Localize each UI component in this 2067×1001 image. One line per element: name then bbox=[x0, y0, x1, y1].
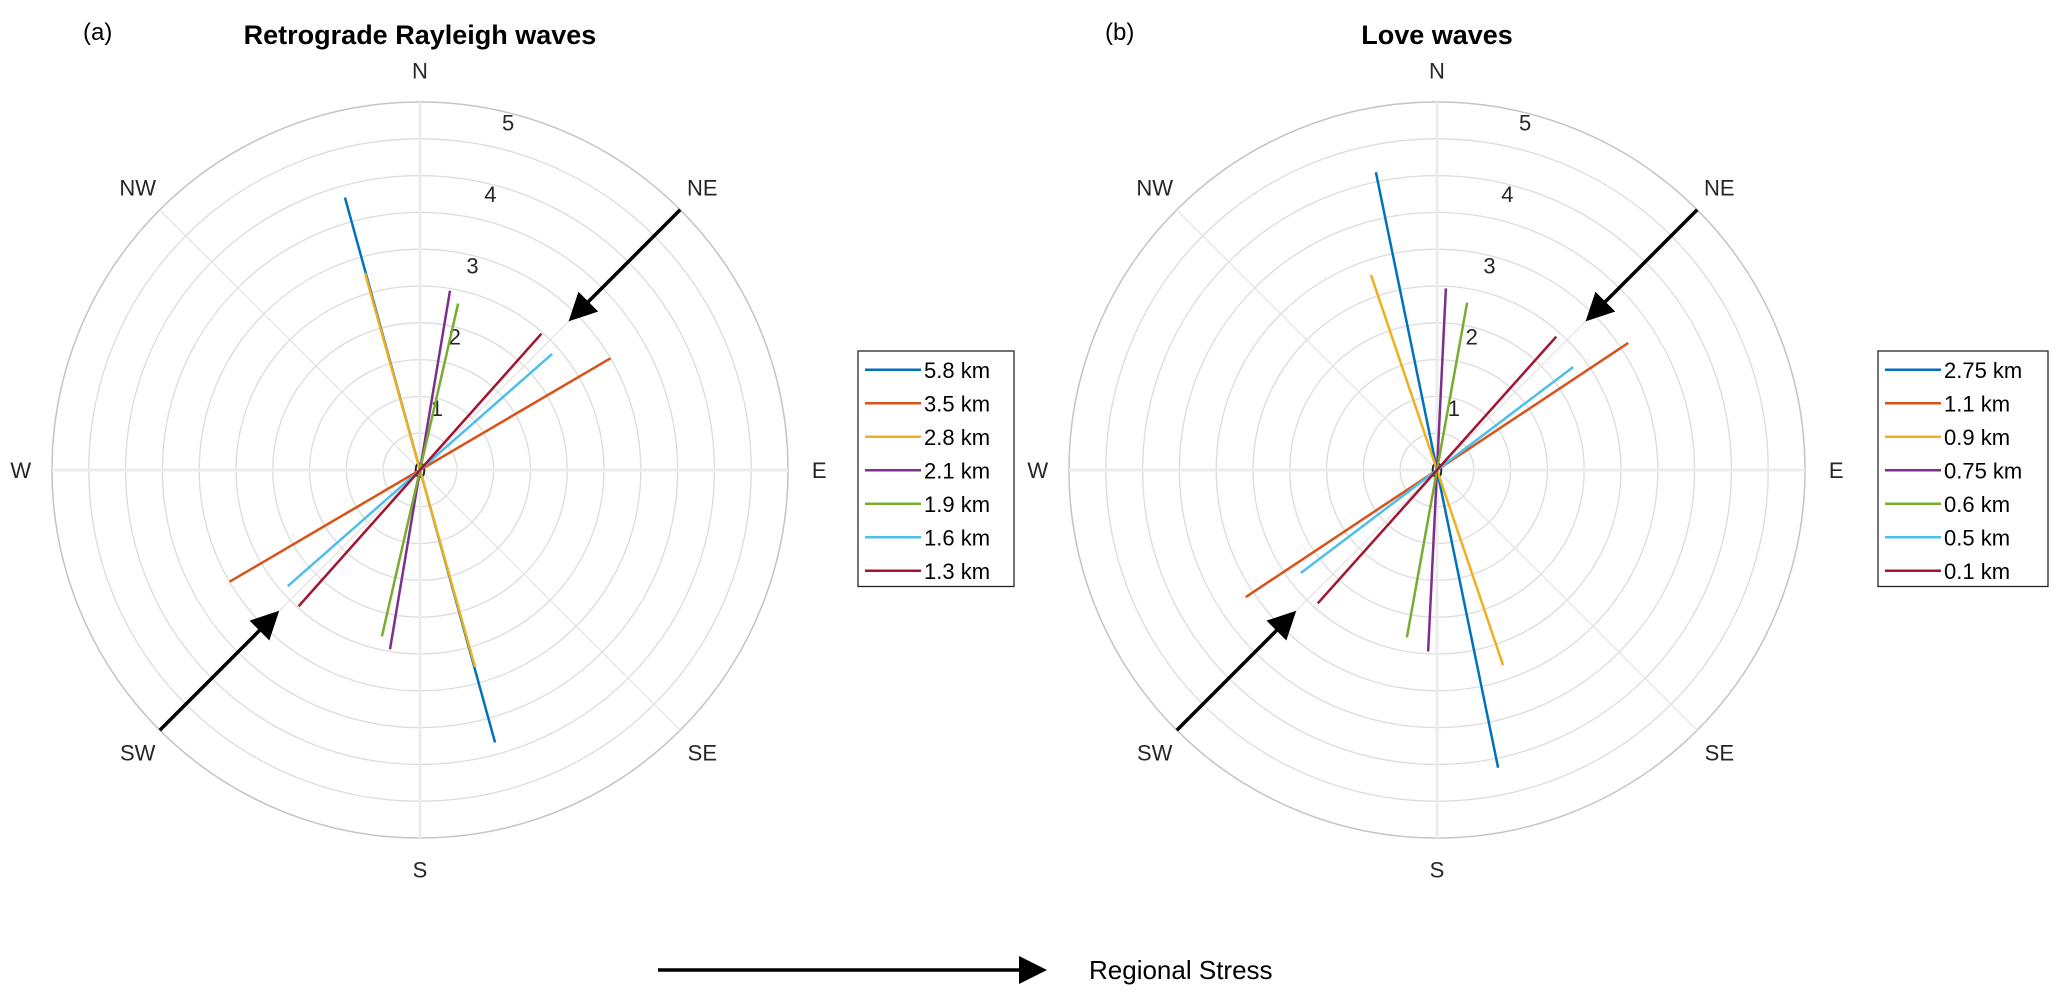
legend-entry: 1.6 km bbox=[924, 525, 990, 550]
direction-label: SW bbox=[1137, 740, 1173, 765]
direction-label: N bbox=[1429, 59, 1445, 84]
legend-entry: 2.75 km bbox=[1944, 358, 2022, 383]
series-line-1_3-km bbox=[297, 332, 543, 608]
stress-arrow bbox=[158, 610, 280, 732]
legend-entry: 2.8 km bbox=[924, 425, 990, 450]
direction-label: E bbox=[812, 458, 827, 483]
r-tick-label: 1 bbox=[1448, 396, 1460, 421]
legend-entry: 0.75 km bbox=[1944, 458, 2022, 483]
panel-label: (a) bbox=[83, 19, 112, 46]
legend-box bbox=[857, 350, 1015, 588]
r-tick-label: 5 bbox=[502, 111, 514, 136]
r-tick-label: 4 bbox=[484, 182, 496, 207]
r-tick-label: 4 bbox=[1501, 182, 1513, 207]
legend: 2.75 km 1.1 km 0.9 km 0.75 km 0.6 km 0.5 km 0.… bbox=[1877, 350, 2049, 588]
legend-entry: 0.5 km bbox=[1944, 525, 2010, 550]
direction-label: N bbox=[412, 59, 428, 84]
grid-spoke bbox=[159, 209, 421, 471]
direction-label: NE bbox=[687, 176, 718, 201]
grid-spoke bbox=[1436, 469, 1698, 731]
series-line-0_1-km bbox=[1316, 335, 1558, 605]
legend-entry: 5.8 km bbox=[924, 358, 990, 383]
direction-label: S bbox=[1430, 857, 1445, 882]
footer-legend: Regional Stress bbox=[658, 955, 1273, 985]
legend-box bbox=[1877, 350, 2049, 588]
legend-entry: 0.9 km bbox=[1944, 425, 2010, 450]
r-tick-label: 3 bbox=[466, 253, 478, 278]
panel-a-rayleigh: (a) Retrograde Rayleigh waves N NE E SE S SW W NW… bbox=[10, 19, 1015, 882]
legend-entry: 2.1 km bbox=[924, 458, 990, 483]
direction-label: W bbox=[1027, 458, 1048, 483]
regional-stress-label: Regional Stress bbox=[1089, 955, 1273, 985]
direction-label: SW bbox=[120, 740, 156, 765]
direction-label: NW bbox=[1136, 176, 1173, 201]
r-tick-label: 5 bbox=[1519, 111, 1531, 136]
direction-label: SE bbox=[1705, 740, 1734, 765]
direction-label: NW bbox=[119, 176, 156, 201]
grid-spoke bbox=[419, 469, 681, 731]
stress-arrow bbox=[1585, 208, 1699, 322]
panel-b-love: (b)Love wavesNNEESESSWWNW0123452.75 km1.… bbox=[1027, 19, 2049, 882]
r-tick-label: 3 bbox=[1483, 253, 1495, 278]
chart-title: Love waves bbox=[1361, 20, 1513, 50]
legend-entry: 0.6 km bbox=[1944, 492, 2010, 517]
direction-label: W bbox=[10, 458, 31, 483]
legend-entry: 1.3 km bbox=[924, 559, 990, 584]
legend: 5.8 km 3.5 km 2.8 km 2.1 km 1.9 km 1.6 km 1.3 … bbox=[857, 350, 1015, 588]
panel-label: (b) bbox=[1105, 19, 1134, 46]
chart-title: Retrograde Rayleigh waves bbox=[244, 20, 597, 50]
direction-label: NE bbox=[1704, 176, 1735, 201]
grid-spoke bbox=[1176, 209, 1438, 471]
legend-entry: 1.9 km bbox=[924, 492, 990, 517]
legend-entry: 3.5 km bbox=[924, 391, 990, 416]
r-tick-label: 2 bbox=[1466, 325, 1478, 350]
direction-label: SE bbox=[688, 740, 717, 765]
legend-entry: 0.1 km bbox=[1944, 559, 2010, 584]
direction-label: E bbox=[1829, 458, 1844, 483]
stress-arrow bbox=[1175, 610, 1297, 732]
stress-arrow bbox=[568, 208, 682, 322]
direction-label: S bbox=[413, 857, 428, 882]
legend-entry: 1.1 km bbox=[1944, 391, 2010, 416]
